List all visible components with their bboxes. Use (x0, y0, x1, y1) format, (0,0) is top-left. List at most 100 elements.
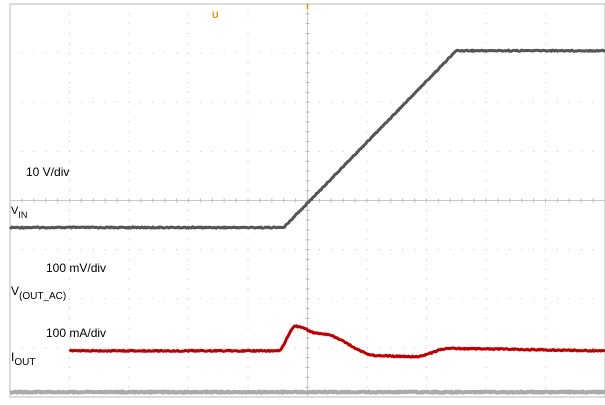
grid-dot (188, 328, 189, 329)
grid-dot (69, 308, 70, 309)
grid-dot (21, 347, 22, 348)
grid-dot (426, 269, 427, 270)
grid-dot (188, 72, 189, 73)
grid-dot (367, 377, 368, 378)
grid-dot (545, 43, 546, 44)
grid-dot (545, 151, 546, 152)
grid-dot (188, 229, 189, 230)
grid-dot (271, 249, 272, 250)
grid-dot (378, 298, 379, 299)
grid-dot (426, 239, 427, 240)
grid-dot (69, 259, 70, 260)
grid-dot (188, 298, 189, 299)
grid-dot (509, 298, 510, 299)
grid-dot (355, 249, 356, 250)
grid-dot (486, 210, 487, 211)
trace-vout_ac (70, 326, 605, 357)
grid-dot (69, 82, 70, 83)
grid-dot (69, 33, 70, 34)
grid-dot (129, 308, 130, 309)
grid-dot (497, 53, 498, 54)
grid-dot (21, 249, 22, 250)
grid-dot (426, 23, 427, 24)
grid-dot (438, 151, 439, 152)
grid-dot (57, 249, 58, 250)
grid-dot (426, 308, 427, 309)
grid-dot (414, 347, 415, 348)
grid-dot (557, 298, 558, 299)
grid-dot (69, 387, 70, 388)
grid-dot (593, 102, 594, 103)
grid-dot (521, 298, 522, 299)
grid-dot (426, 338, 427, 339)
grid-dot (69, 141, 70, 142)
grid-dot (129, 367, 130, 368)
grid-dot (188, 180, 189, 181)
grid-dot (343, 249, 344, 250)
grid-dot (271, 53, 272, 54)
grid-dot (426, 131, 427, 132)
grid-dot (152, 347, 153, 348)
grid-dot (224, 347, 225, 348)
grid-dot (176, 298, 177, 299)
grid-dot (248, 43, 249, 44)
grid-dot (367, 367, 368, 368)
grid-dot (283, 151, 284, 152)
grid-dot (426, 92, 427, 93)
grid-dot (486, 377, 487, 378)
grid-dot (486, 279, 487, 280)
grid-dot (497, 151, 498, 152)
grid-dot (569, 249, 570, 250)
grid-dot (259, 53, 260, 54)
grid-dot (533, 151, 534, 152)
grid-dot (390, 249, 391, 250)
grid-dot (545, 141, 546, 142)
grid-dot (474, 151, 475, 152)
grid-dot (129, 121, 130, 122)
grid-dot (450, 151, 451, 152)
grid-dot (69, 210, 70, 211)
grid-dot (319, 298, 320, 299)
grid-dot (188, 53, 189, 54)
grid-dot (69, 288, 70, 289)
grid-dot (248, 328, 249, 329)
grid-dot (129, 190, 130, 191)
grid-dot (57, 151, 58, 152)
grid-dot (497, 249, 498, 250)
grid-dot (367, 357, 368, 358)
grid-dot (248, 180, 249, 181)
grid-dot (129, 92, 130, 93)
grid-dot (426, 53, 427, 54)
grid-dot (105, 249, 106, 250)
grid-dot (486, 387, 487, 388)
grid-dot (45, 151, 46, 152)
grid-dot (593, 298, 594, 299)
grid-dot (248, 298, 249, 299)
grid-dot (438, 249, 439, 250)
grid-dot (248, 367, 249, 368)
grid-dot (486, 131, 487, 132)
grid-dot (69, 131, 70, 132)
grid-dot (69, 249, 70, 250)
grid-dot (248, 357, 249, 358)
grid-dot (486, 102, 487, 103)
grid-dot (164, 102, 165, 103)
grid-dot (545, 72, 546, 73)
grid-dot (200, 298, 201, 299)
grid-dot (486, 53, 487, 54)
grid-dot (486, 288, 487, 289)
grid-dot (188, 43, 189, 44)
grid-dot (248, 259, 249, 260)
grid-dot (545, 121, 546, 122)
grid-dot (129, 220, 130, 221)
grid-dot (188, 23, 189, 24)
grid-dot (81, 347, 82, 348)
grid-dot (93, 298, 94, 299)
grid-dot (33, 249, 34, 250)
grid-dot (486, 43, 487, 44)
grid-dot (545, 357, 546, 358)
grid-dot (426, 43, 427, 44)
grid-dot (224, 298, 225, 299)
grid-dot (581, 151, 582, 152)
grid-dot (331, 298, 332, 299)
